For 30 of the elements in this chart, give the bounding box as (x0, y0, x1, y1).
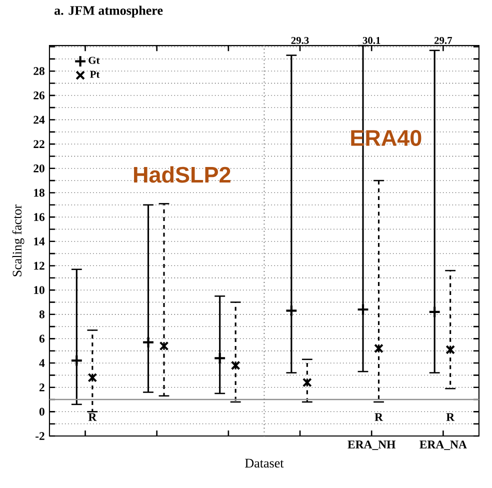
text: 29.3 (291, 36, 309, 44)
y-tick-label: 0 (39, 408, 44, 416)
chart-title: a. JFM atmosphere (54, 6, 163, 18)
text: 29.7 (434, 36, 452, 44)
y-tick-label: 22 (34, 140, 44, 148)
y-tick-label: 2 (40, 383, 44, 392)
y-tick-label: 28 (34, 67, 44, 76)
y-tick-label: 6 (39, 334, 45, 343)
text: 30.1 (362, 36, 380, 44)
y-tick-label: 20 (34, 164, 44, 172)
y-tick-label: 26 (34, 91, 45, 100)
x-tick-label: ERA_NA (420, 440, 467, 450)
y-tick-label: -2 (36, 432, 44, 440)
legend-label: Pt (90, 70, 100, 78)
legend-label: Gt (88, 56, 100, 64)
y-tick-label: 24 (34, 116, 45, 124)
y-tick-label: 16 (34, 213, 45, 221)
y-tick-label: 12 (34, 262, 44, 270)
y-tick-label: 4 (39, 359, 45, 367)
x-axis-title: Dataset (245, 458, 284, 468)
x-tick-label: ERA_NH (348, 440, 396, 450)
y-tick-label: 8 (39, 310, 44, 318)
y-tick-label: 14 (34, 237, 45, 246)
y-tick-label: 18 (34, 188, 44, 197)
annotation: R (374, 413, 384, 421)
y-tick-label: 10 (34, 286, 44, 294)
annotation: R (88, 413, 97, 421)
annotation: R (446, 413, 455, 421)
y-axis-title: Scaling factor (12, 204, 24, 276)
annotation: HadSLP2 (134, 166, 230, 183)
